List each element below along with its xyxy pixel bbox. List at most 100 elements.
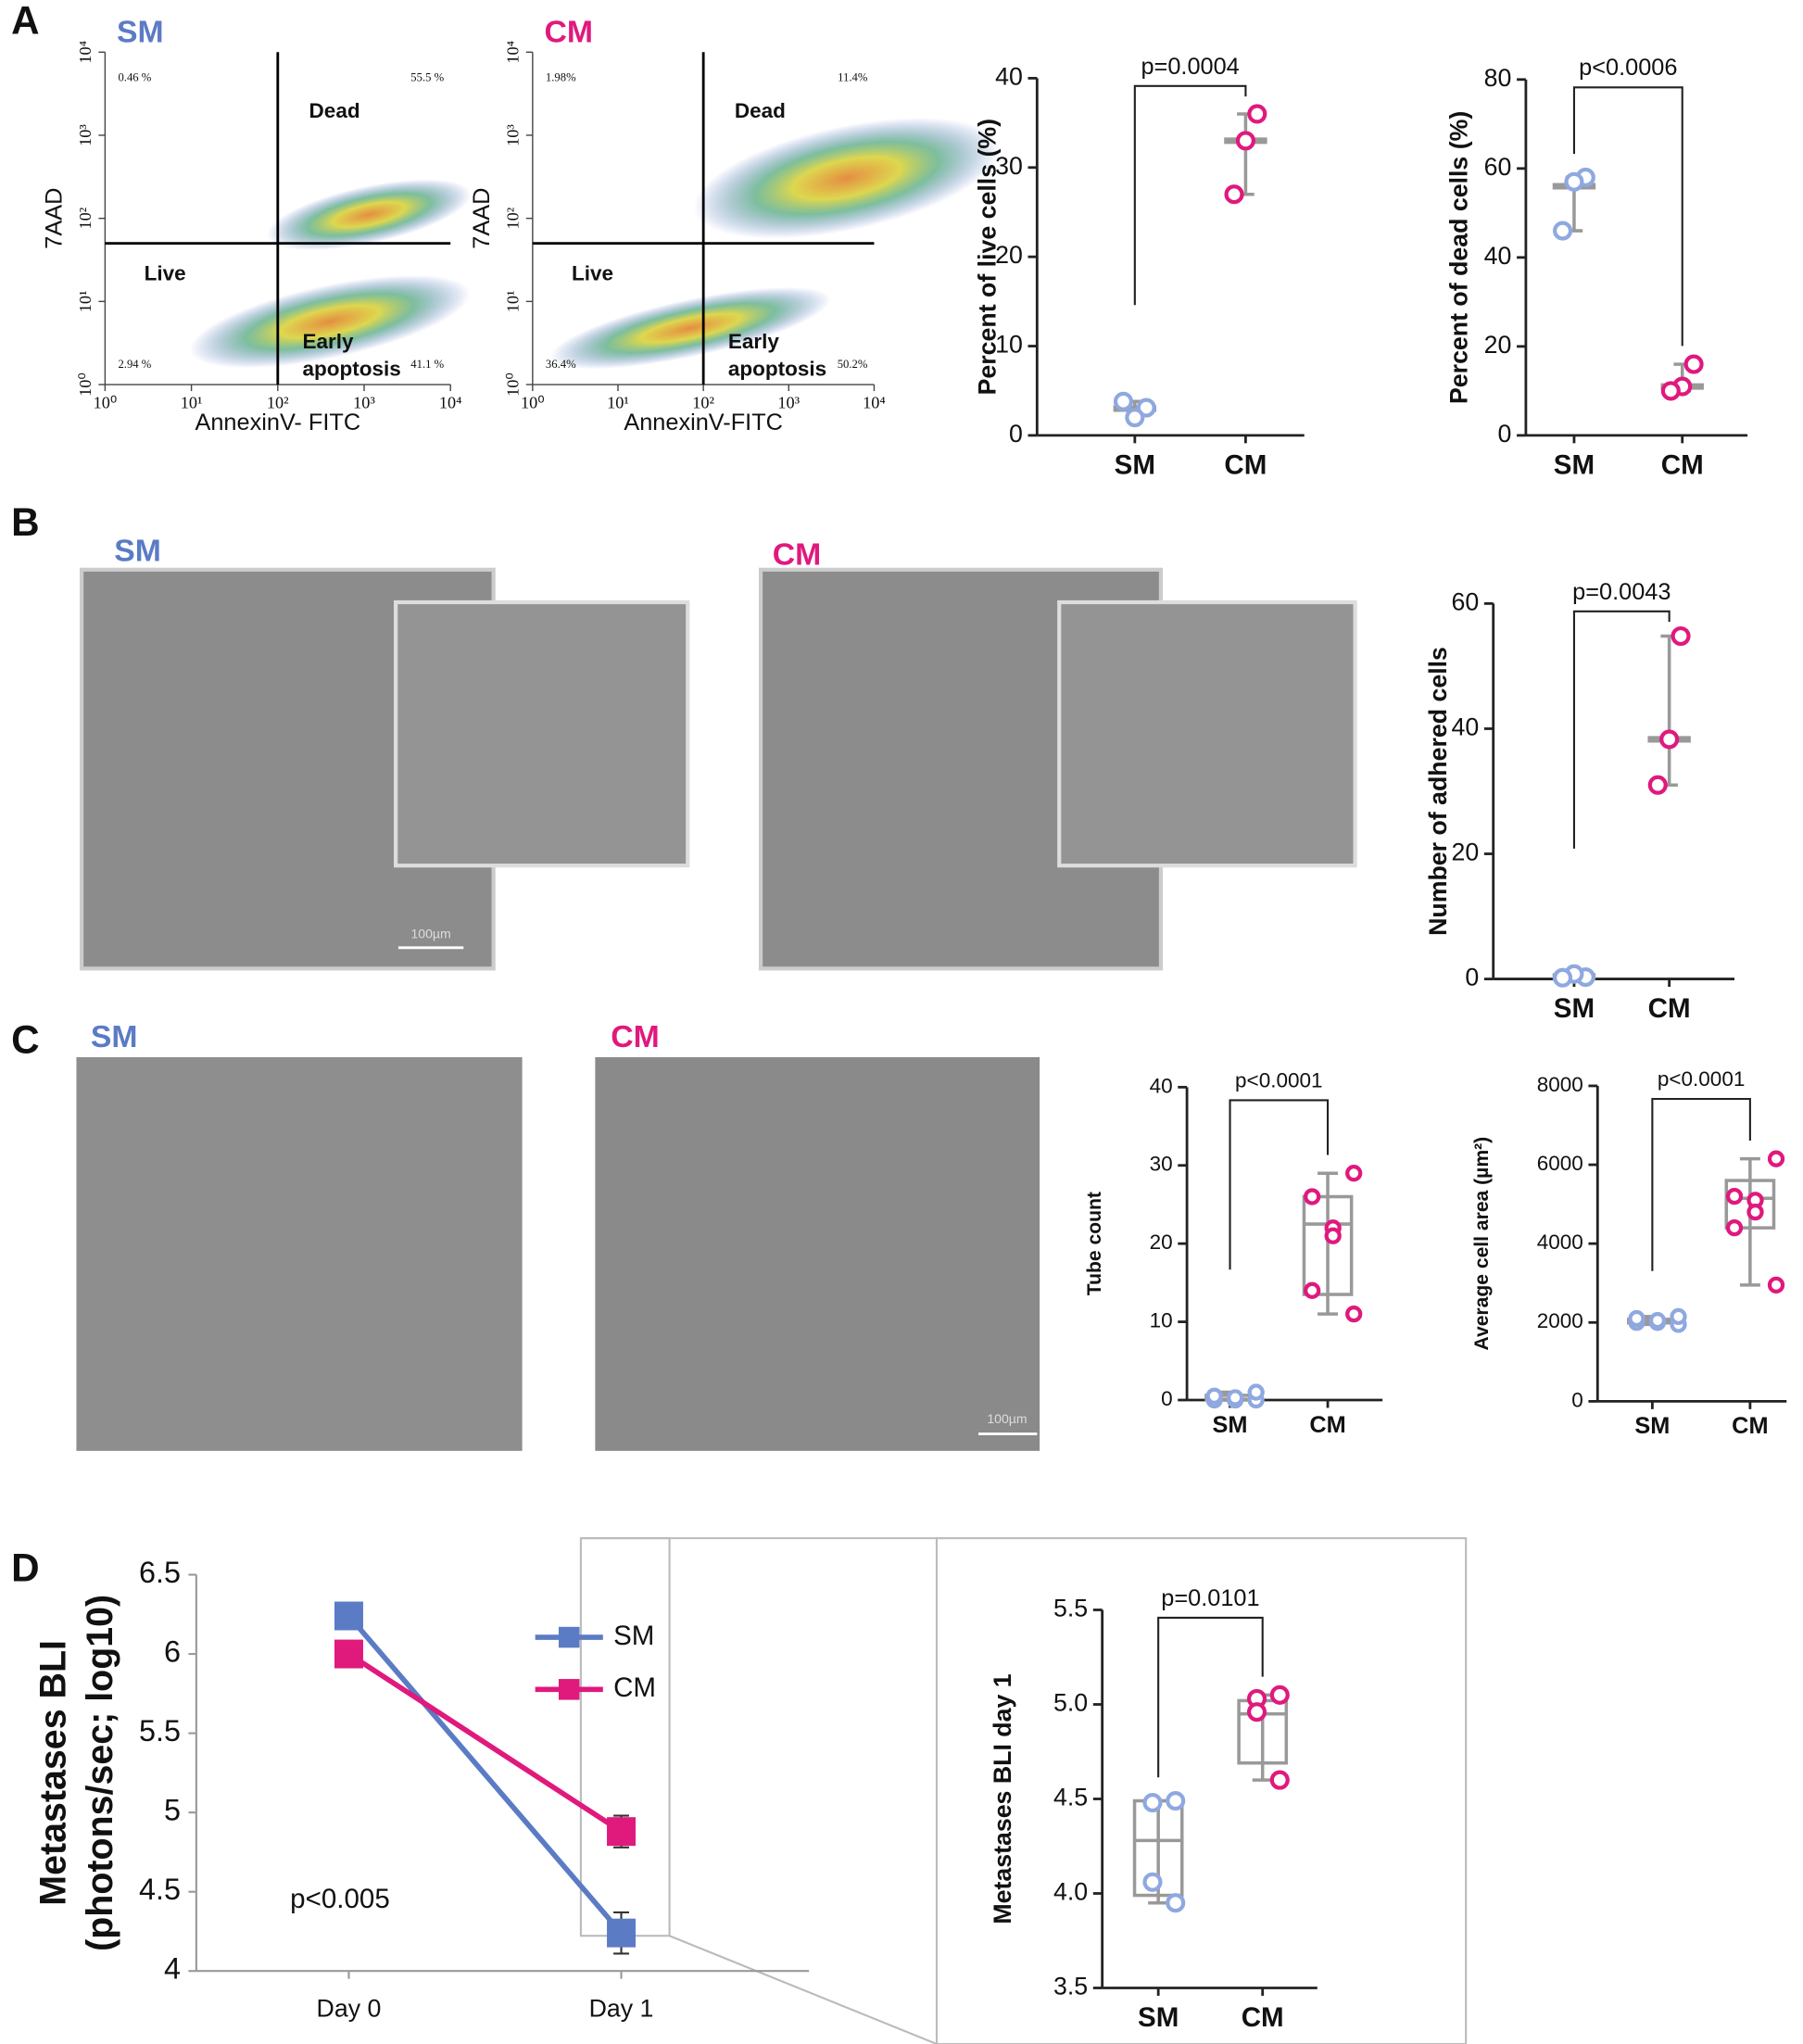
y-tick-label: 4000 (1537, 1230, 1583, 1254)
data-point (1553, 221, 1573, 241)
data-point (1324, 1227, 1342, 1244)
data-point (1247, 104, 1267, 124)
quadrant-label: Early (303, 330, 355, 353)
box (1302, 1194, 1354, 1296)
y-tick-label: 2000 (1537, 1309, 1583, 1332)
y-tick-label: 5.0 (1053, 1689, 1088, 1717)
y-tick-label: 0 (1161, 1387, 1173, 1410)
p-value: p<0.0001 (1658, 1067, 1745, 1091)
significance-bracket (1133, 84, 1247, 306)
p-value: p=0.0101 (1161, 1585, 1259, 1611)
x-tick-label: Day 1 (589, 1994, 654, 2022)
y-axis-label: 7AAD (42, 188, 68, 249)
y-tick-label: 40 (995, 62, 1023, 90)
data-point (1125, 408, 1145, 428)
micrograph: SM (79, 533, 690, 971)
y-tick-label: 0 (1498, 420, 1512, 448)
x-tick-label: CM (1224, 449, 1267, 480)
x-tick-label: CM (1648, 993, 1691, 1024)
data-point (1725, 1187, 1744, 1205)
zoom-frame (579, 1537, 1468, 2044)
quadrant-percent: 50.2% (838, 358, 868, 371)
density-cloud (693, 118, 1001, 239)
x-axis-label: AnnexinV- FITC (195, 410, 360, 435)
data-point (1683, 354, 1704, 374)
y-tick-label: 60 (1452, 587, 1480, 615)
micrograph: SM (76, 1019, 523, 1451)
density-cloud (189, 274, 471, 369)
quadrant-label: Early (728, 330, 780, 353)
y-tick-label: 10⁴ (503, 41, 522, 64)
quadrant-percent: 11.4% (838, 70, 868, 83)
chart-title: SM (117, 15, 164, 50)
y-tick-label: 0 (1465, 964, 1479, 991)
y-tick-label: 20 (1452, 839, 1480, 866)
x-axis-label: AnnexinV-FITC (624, 410, 783, 435)
x-tick-label: 10² (267, 393, 289, 411)
series-line (347, 1651, 624, 1835)
y-tick-label: 5 (164, 1794, 181, 1827)
y-axis-label: Metastases BLI day 1 (989, 1673, 1016, 1924)
y-tick-label: 80 (1484, 64, 1512, 92)
data-point (1304, 1188, 1321, 1205)
annotation: p<0.005 (290, 1884, 390, 1914)
x-tick-label: 10³ (777, 393, 800, 411)
y-tick-label: 10 (995, 331, 1023, 359)
y-tick-label: 10¹ (76, 290, 95, 312)
y-tick-label: 3.5 (1053, 1973, 1088, 2000)
y-tick-label: 4.0 (1053, 1878, 1088, 1906)
y-tick-label: 6.5 (139, 1556, 181, 1589)
panel-label: D (11, 1546, 39, 1589)
y-tick-label: 0 (1009, 420, 1023, 448)
quadrant-label: apoptosis (303, 358, 401, 381)
x-tick-label: 10² (692, 393, 714, 411)
x-tick-label: 10⁰ (521, 393, 545, 411)
y-tick-label: 10³ (76, 124, 95, 146)
x-tick-label: SM (1138, 2002, 1179, 2033)
x-tick-label: 10¹ (607, 393, 629, 411)
data-point (1670, 1307, 1687, 1326)
micrograph: CM 100µm (595, 1019, 1040, 1451)
y-tick-label: 4 (164, 1952, 181, 1986)
x-tick-label: CM (1732, 1413, 1768, 1439)
y-tick-label: 10⁴ (76, 41, 95, 64)
x-tick-label: CM (1242, 2002, 1284, 2033)
data-point (1648, 1312, 1667, 1330)
data-point (1269, 1684, 1290, 1705)
data-point (1269, 1770, 1290, 1790)
y-tick-label: 5.5 (139, 1714, 181, 1747)
quadrant-label: Dead (309, 99, 360, 122)
y-tick-label: 40 (1452, 713, 1480, 741)
panel-label: B (11, 500, 39, 544)
p-value: p=0.0043 (1572, 579, 1671, 605)
quadrant-percent: 1.98% (546, 70, 576, 83)
x-tick-label: SM (1115, 449, 1155, 480)
significance-bracket (1651, 1097, 1751, 1271)
y-axis-label: 7AAD (469, 188, 495, 249)
data-point (1659, 729, 1680, 750)
data-point (1345, 1165, 1363, 1182)
data-point (1647, 775, 1668, 795)
data-point (1205, 1387, 1223, 1405)
y-tick-label: 0 (1571, 1388, 1583, 1411)
data-point (1247, 1383, 1265, 1401)
y-tick-label: 20 (995, 241, 1023, 269)
micrograph: CM 100µm (397, 537, 1357, 971)
significance-bracket (1157, 1616, 1264, 1778)
image-label: SM (91, 1019, 138, 1054)
panel-label: A (11, 0, 39, 42)
quadrant-percent: 36.4% (546, 358, 576, 371)
y-tick-label: 40 (1150, 1074, 1173, 1097)
x-tick-label: SM (1554, 449, 1595, 480)
density-cloud (549, 286, 831, 370)
data-point (1767, 1150, 1785, 1167)
y-tick-label: 20 (1484, 331, 1512, 359)
x-tick-label: CM (1661, 449, 1704, 480)
x-tick-label: Day 0 (317, 1994, 382, 2022)
x-tick-label: CM (1309, 1412, 1345, 1438)
data-point (1304, 1281, 1321, 1299)
significance-bracket (1572, 610, 1671, 849)
data-point (1767, 1276, 1785, 1294)
y-tick-label: 6000 (1537, 1152, 1583, 1175)
x-tick-label: 10¹ (181, 393, 203, 411)
